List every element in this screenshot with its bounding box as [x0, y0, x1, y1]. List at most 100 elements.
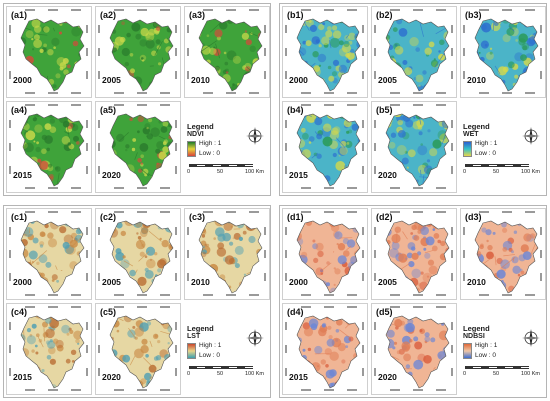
legend-title: Legend	[463, 122, 490, 131]
year-label: 2005	[378, 277, 397, 287]
map-frame: (d4) 2015	[282, 303, 368, 395]
bot-ticks	[197, 92, 265, 95]
bot-ticks	[19, 389, 87, 392]
tick-mark	[47, 104, 58, 106]
tick-mark	[451, 166, 453, 175]
tick-mark	[203, 9, 214, 11]
top-ticks	[384, 211, 452, 214]
tick-mark	[323, 9, 334, 11]
tick-mark	[225, 92, 236, 94]
top-ticks	[295, 211, 363, 214]
tick-mark	[362, 368, 364, 377]
tick-mark	[362, 226, 364, 235]
tick-mark	[159, 211, 170, 213]
tick-mark	[98, 71, 100, 80]
tick-mark	[390, 306, 401, 308]
tick-mark	[114, 187, 125, 189]
region-outline	[20, 18, 85, 92]
tick-mark	[540, 226, 542, 235]
left-ticks	[374, 17, 377, 87]
tick-mark	[248, 294, 259, 296]
tick-mark	[540, 249, 542, 258]
tick-mark	[175, 119, 177, 128]
tick-mark	[412, 9, 423, 11]
tick-mark	[86, 226, 88, 235]
map-frame: (a1) 2000	[6, 6, 92, 98]
tick-mark	[374, 119, 376, 128]
tick-mark	[70, 306, 81, 308]
tick-mark	[479, 211, 490, 213]
panel-c: (c1) 2000 (c2) 2005 (c3) 2010 (c4) 2015 (c5) 2020…	[3, 205, 271, 398]
tick-mark	[25, 92, 36, 94]
top-ticks	[295, 104, 363, 107]
tick-mark	[98, 344, 100, 353]
tick-mark	[175, 47, 177, 56]
tick-mark	[285, 226, 287, 235]
bot-ticks	[384, 294, 452, 297]
tick-mark	[362, 119, 364, 128]
scale-label-mid: 50	[217, 169, 224, 175]
tick-mark	[86, 368, 88, 377]
bot-ticks	[108, 92, 176, 95]
region-map	[385, 220, 450, 294]
tick-mark	[98, 368, 100, 377]
bot-ticks	[473, 294, 541, 297]
tick-mark	[463, 273, 465, 282]
region-outline	[385, 18, 450, 92]
scale-label-mid: 50	[217, 371, 224, 377]
map-frame: (c5) 2020	[95, 303, 181, 395]
tick-mark	[47, 389, 58, 391]
tick-mark	[374, 249, 376, 258]
tick-mark	[390, 389, 401, 391]
panel-b: (b1) 2000 (b2) 2005 (b3) 2010 (b4) 2015 (b5) 2020…	[279, 3, 547, 196]
year-label: 2010	[191, 75, 210, 85]
map-label: (d5)	[376, 307, 393, 317]
right-ticks	[451, 219, 454, 289]
tick-mark	[323, 389, 334, 391]
tick-mark	[346, 187, 357, 189]
legend-color-ramp	[187, 343, 196, 359]
tick-mark	[9, 47, 11, 56]
region-map	[198, 220, 263, 294]
map-label: (b3)	[465, 10, 482, 20]
tick-mark	[435, 294, 446, 296]
tick-mark	[323, 187, 334, 189]
tick-mark	[451, 24, 453, 33]
left-ticks	[374, 219, 377, 289]
year-label: 2000	[13, 75, 32, 85]
tick-mark	[86, 119, 88, 128]
tick-mark	[301, 9, 312, 11]
tick-mark	[25, 104, 36, 106]
tick-mark	[9, 249, 11, 258]
region-outline	[474, 18, 539, 92]
map-frame: (d5) 2020	[371, 303, 457, 395]
tick-mark	[285, 321, 287, 330]
tick-mark	[159, 104, 170, 106]
tick-mark	[25, 211, 36, 213]
tick-mark	[412, 389, 423, 391]
tick-mark	[390, 104, 401, 106]
tick-mark	[479, 294, 490, 296]
region-map	[109, 113, 174, 187]
right-ticks	[86, 314, 89, 384]
top-ticks	[197, 9, 265, 12]
region-map	[20, 220, 85, 294]
map-label: (b1)	[287, 10, 304, 20]
map-label: (d1)	[287, 212, 304, 222]
tick-mark	[175, 321, 177, 330]
tick-mark	[9, 142, 11, 151]
top-ticks	[19, 211, 87, 214]
region-outline	[198, 18, 263, 92]
tick-mark	[390, 187, 401, 189]
bot-ticks	[295, 187, 363, 190]
year-label: 2000	[289, 277, 308, 287]
map-label: (a2)	[100, 10, 117, 20]
tick-mark	[86, 24, 88, 33]
right-ticks	[362, 219, 365, 289]
legend-low: Low : 0	[475, 150, 496, 157]
tick-mark	[412, 294, 423, 296]
scale-label-zero: 0	[187, 371, 191, 377]
year-label: 2000	[13, 277, 32, 287]
tick-mark	[540, 47, 542, 56]
tick-mark	[114, 9, 125, 11]
